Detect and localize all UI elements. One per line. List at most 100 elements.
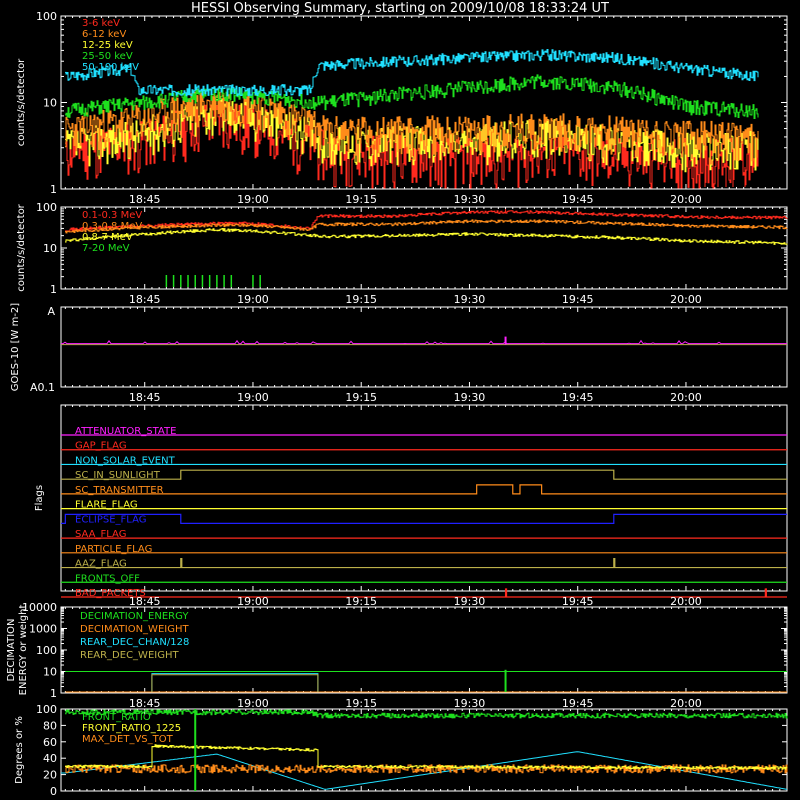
flag-label: SC_IN_SUNLIGHT [75, 470, 161, 481]
x-tick-label: 19:15 [345, 391, 377, 404]
y-tick-label: 40 [43, 752, 57, 765]
flag-label: ATTENUATOR_STATE [75, 426, 176, 437]
y-tick-label: 100 [36, 703, 57, 716]
y-tick-label: A [47, 305, 55, 318]
x-tick-label: 20:00 [670, 697, 702, 710]
y-axis-label: DECIMATION [6, 618, 17, 681]
x-tick-label: 19:15 [345, 595, 377, 608]
series-line-cyan [65, 49, 759, 97]
legend-entry: 6-12 keV [82, 29, 126, 40]
legend-entry: 50-100 keV [82, 62, 139, 73]
x-tick-label: 19:45 [562, 193, 594, 206]
x-tick-label: 20:00 [670, 391, 702, 404]
flag-label: FRONTS_OFF [75, 573, 140, 584]
legend-entry: 25-50 keV [82, 51, 133, 62]
series-line-cyan [61, 751, 788, 790]
series-line-yellow [65, 744, 788, 770]
flag-label: SC_TRANSMITTER [75, 485, 164, 496]
flag-label: FLARE_FLAG [75, 500, 138, 511]
x-tick-label: 19:15 [345, 293, 377, 306]
y-tick-label: 1 [50, 283, 57, 296]
x-tick-label: 19:45 [562, 391, 594, 404]
flag-label: BAD_PACKETS [75, 588, 146, 599]
y-tick-label: 100 [36, 644, 57, 657]
x-tick-label: 20:00 [670, 595, 702, 608]
legend-entry: 0.1-0.3 MeV [82, 210, 142, 221]
flag-label: PARTICLE_FLAG [75, 544, 152, 555]
legend-entry: DECIMATION_WEIGHT [80, 624, 189, 635]
y-tick-label: 10000 [22, 601, 57, 614]
y-tick-label: 20 [43, 769, 57, 782]
panel-3: A A0.1 GOES-10 [W m-2] 18:45 19:00 19:15 19:30… [10, 303, 788, 404]
plot-title: HESSI Observing Summary, starting on 200… [191, 1, 609, 16]
legend-entry: 0.3-0.8 MeV [82, 221, 142, 232]
flag-label: AAZ_FLAG [75, 559, 127, 570]
flag-line [61, 588, 787, 598]
series-line-orange [65, 90, 759, 162]
x-tick-label: 18:45 [129, 391, 161, 404]
y-tick-label: 10 [43, 242, 57, 255]
flag-label: SAA_FLAG [75, 529, 126, 540]
x-tick-label: 18:45 [129, 293, 161, 306]
y-tick-label: 0 [50, 785, 57, 798]
legend-entry: MAX_DET_VS_TOT [82, 734, 174, 745]
legend-entry: 12-25 keV [82, 40, 133, 51]
legend-entry: 3-6 keV [82, 18, 120, 29]
flag-line [61, 557, 787, 569]
x-tick-label: 19:00 [237, 697, 269, 710]
x-tick-label: 20:00 [670, 293, 702, 306]
x-tick-label: 18:45 [129, 697, 161, 710]
flag-label: ECLIPSE_FLAG [75, 514, 146, 525]
x-tick-label: 19:45 [562, 697, 594, 710]
x-tick-label: 20:00 [670, 193, 702, 206]
x-tick-label: 19:00 [237, 595, 269, 608]
decimation-line [151, 674, 319, 692]
series-line-yellow [65, 228, 788, 245]
series-line-orange [65, 219, 788, 234]
legend-entry: DECIMATION_ENERGY [80, 611, 189, 622]
x-tick-label: 19:30 [454, 293, 486, 306]
legend-entry: REAR_DEC_CHAN/128 [80, 637, 189, 648]
panel-frame [60, 306, 788, 388]
flag-line [61, 484, 787, 495]
legend-entry: FRONT_RATIO_1225 [82, 723, 181, 734]
panel-2: 1 10 100 counts/s/detector 0.1-0.3 MeV0.3-0.… [16, 201, 788, 306]
y-axis-label: GOES-10 [W m-2] [10, 303, 21, 391]
flag-label: GAP_FLAG [75, 441, 127, 452]
x-tick-label: 19:00 [237, 391, 269, 404]
y-tick-label: 60 [43, 736, 57, 749]
y-axis-label: ENERGY or weight [18, 605, 29, 696]
y-tick-label: 10 [43, 97, 57, 110]
x-tick-label: 19:00 [237, 293, 269, 306]
legend-entry: 0.8-7 MeV [82, 232, 133, 243]
y-tick-label: A0.1 [30, 381, 55, 394]
y-axis-label: Flags [34, 485, 45, 511]
goes-series-line [61, 339, 787, 345]
panel-6: 0 20 40 60 80 100 Degrees or % FRONT_RATIOFRONT… [14, 703, 788, 798]
x-tick-label: 19:15 [345, 193, 377, 206]
x-tick-label: 18:45 [129, 193, 161, 206]
legend-entry: FRONT_RATIO [82, 712, 151, 723]
panel-frame [60, 708, 788, 792]
series-line-red [65, 210, 788, 232]
y-tick-label: 1000 [29, 623, 57, 636]
y-tick-label: 100 [36, 10, 57, 23]
y-tick-label: 1 [50, 687, 57, 700]
flag-label: NON_SOLAR_EVENT [75, 455, 176, 466]
x-tick-label: 19:30 [454, 697, 486, 710]
y-axis-label: counts/s/detector [16, 58, 27, 146]
x-tick-label: 19:30 [454, 595, 486, 608]
panel-frame [60, 404, 788, 592]
flag-line [61, 469, 787, 480]
y-tick-label: 80 [43, 719, 57, 732]
legend-entry: 7-20 MeV [82, 243, 130, 254]
panel-4: Flags ATTENUATOR_STATE GAP_FLAG NON_SOLAR_E… [34, 404, 788, 608]
y-axis-label: counts/s/detector [16, 203, 27, 291]
series-line-green [65, 709, 788, 719]
x-tick-label: 19:15 [345, 697, 377, 710]
y-tick-label: 1 [50, 183, 57, 196]
x-tick-label: 18:45 [129, 595, 161, 608]
x-tick-label: 19:30 [454, 391, 486, 404]
